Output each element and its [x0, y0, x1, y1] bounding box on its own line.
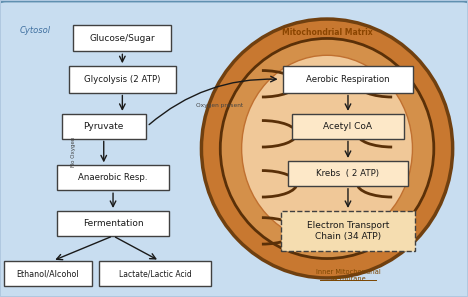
Text: Mitochondrial Matrix: Mitochondrial Matrix	[282, 28, 373, 37]
FancyBboxPatch shape	[280, 211, 416, 251]
Text: Electron Transport
Chain (34 ATP): Electron Transport Chain (34 ATP)	[307, 221, 389, 241]
Text: No Oxygen: No Oxygen	[71, 136, 76, 167]
FancyBboxPatch shape	[69, 66, 176, 93]
Text: Anaerobic Resp.: Anaerobic Resp.	[78, 173, 148, 182]
Text: Cytosol: Cytosol	[20, 26, 51, 35]
Ellipse shape	[201, 19, 453, 278]
Ellipse shape	[220, 38, 434, 259]
Text: Fermentation: Fermentation	[83, 219, 143, 228]
FancyBboxPatch shape	[287, 161, 409, 186]
Text: Krebs  ( 2 ATP): Krebs ( 2 ATP)	[316, 169, 380, 178]
Text: Pyruvate: Pyruvate	[84, 122, 124, 131]
FancyBboxPatch shape	[57, 211, 169, 236]
FancyBboxPatch shape	[99, 261, 211, 286]
Text: Glucose/Sugar: Glucose/Sugar	[89, 34, 155, 43]
FancyBboxPatch shape	[4, 261, 92, 286]
Text: Acetyl CoA: Acetyl CoA	[323, 122, 373, 131]
Text: Aerobic Respiration: Aerobic Respiration	[306, 75, 390, 84]
FancyBboxPatch shape	[73, 25, 171, 51]
Text: Inner Mitochondrial
Membrane: Inner Mitochondrial Membrane	[315, 269, 380, 282]
Text: Oxygen present: Oxygen present	[197, 103, 244, 108]
Text: Glycolysis (2 ATP): Glycolysis (2 ATP)	[84, 75, 161, 84]
FancyBboxPatch shape	[283, 66, 413, 93]
FancyBboxPatch shape	[292, 114, 404, 139]
FancyBboxPatch shape	[57, 165, 169, 190]
Ellipse shape	[241, 55, 412, 242]
Text: Lactate/Lactic Acid: Lactate/Lactic Acid	[118, 269, 191, 278]
FancyBboxPatch shape	[62, 114, 146, 139]
Text: Ethanol/Alcohol: Ethanol/Alcohol	[16, 269, 79, 278]
